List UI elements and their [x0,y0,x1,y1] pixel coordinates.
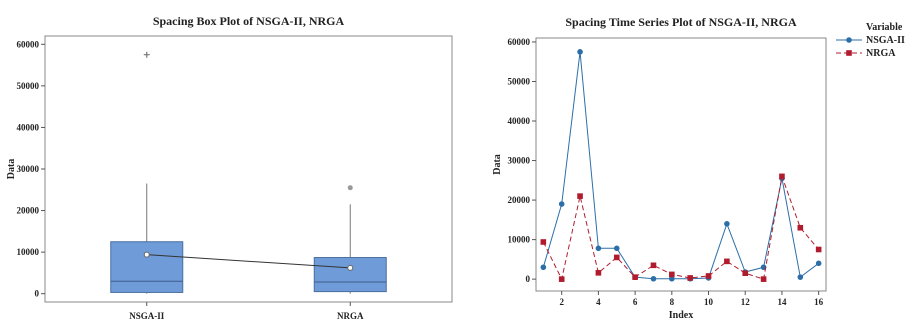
x-tick-label: 16 [814,297,824,307]
mean-connect-line [146,254,351,269]
x-tick-label: NSGA-II [129,311,165,321]
y-tick-label: 30000 [17,164,40,174]
point-nsga-ii [797,274,804,280]
legend-title: Variable [866,22,903,33]
point-nrga [540,239,547,245]
y-tick-label: 20000 [17,206,40,216]
x-tick-label: 8 [670,297,675,307]
plot-frame [535,37,827,292]
legend-label: NRGA [866,48,896,59]
y-tick-label: 10000 [17,247,40,257]
x-tick-label: 2 [559,297,564,307]
box-plot-chart: Spacing Box Plot of NSGA-II, NRGA 0 10000 2… [6,14,453,321]
point-nsga-ii [540,264,547,271]
y-tick-label: 0 [35,289,40,299]
point-nsga-ii [669,275,675,282]
y-tick-label: 60000 [508,37,531,47]
x-tick-label: 10 [704,297,714,307]
y-tick-label: 10000 [508,235,531,245]
outlier-marker [143,51,150,58]
time-series-panel: Spacing Time Series Plot of NSGA-II, NRG… [468,0,917,329]
point-nsga-ii [558,201,565,207]
point-nsga-ii [650,275,657,282]
y-tick-label: 50000 [17,81,40,91]
x-axis-label: Index [669,310,693,321]
point-nrga [724,258,730,265]
x-tick-label: 6 [633,297,638,307]
y-tick-label: 50000 [508,76,531,86]
point-nrga [742,270,749,277]
point-nsga-ii [577,49,583,55]
point-nrga [669,271,675,278]
point-nrga [687,275,693,281]
y-tick-label: 20000 [508,195,531,205]
y-tick-label: 60000 [17,39,40,49]
y-tick-label: 40000 [508,116,531,126]
plot-frame [44,35,453,303]
x-tick-label: 4 [596,297,601,307]
legend-marker [846,37,852,43]
point-nrga [595,270,602,276]
point-nsga-ii [724,220,730,227]
point-nrga [613,254,620,261]
legend-marker [846,50,852,56]
outlier-marker [347,185,353,191]
point-nrga [815,246,822,253]
chart-title: Spacing Time Series Plot of NSGA-II, NRG… [565,15,797,29]
x-tick-label: NRGA [337,311,364,321]
series-line-nrga [542,174,820,281]
time-series-chart: Spacing Time Series Plot of NSGA-II, NRG… [492,15,905,321]
point-nrga [797,224,804,231]
point-nrga [558,276,565,282]
box-nsga-ii [110,241,184,293]
x-tick-label: 14 [777,297,787,307]
point-nsga-ii [595,245,602,252]
y-tick-label: 0 [526,274,531,284]
legend-label: NSGA-II [866,35,905,46]
mean-symbol [143,251,150,258]
mean-symbol [347,264,354,271]
x-tick-label: 12 [741,297,751,307]
point-nrga [760,276,767,282]
point-nsga-ii [613,245,620,252]
chart-title: Spacing Box Plot of NSGA-II, NRGA [153,14,345,28]
y-tick-label: 40000 [17,122,40,132]
point-nrga [779,173,785,180]
y-axis-label: Data [492,154,503,175]
point-nrga [705,273,712,279]
y-tick-label: 30000 [508,156,531,166]
point-nrga [650,262,657,269]
box-nrga [313,257,387,293]
series-line-nsga-ii [542,51,819,280]
point-nrga [577,193,583,199]
point-nrga [632,274,638,280]
point-nsga-ii [815,260,822,267]
y-axis-label: Data [6,159,17,180]
box-plot-panel: Spacing Box Plot of NSGA-II, NRGA 0 10000 2… [0,0,458,329]
